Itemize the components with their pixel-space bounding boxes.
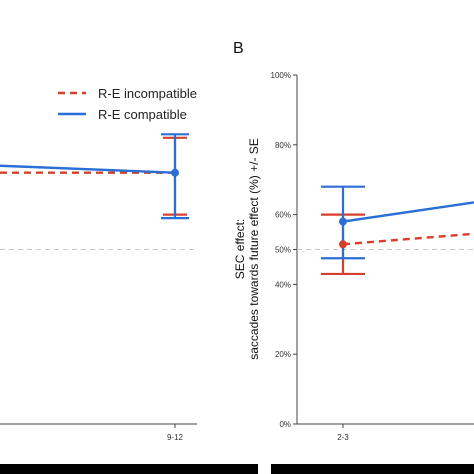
y-tick-label: 50%: [275, 246, 291, 255]
x-tick-label: 2-3: [337, 433, 349, 442]
panel-a: 9-12 R-E incompatible R-E compatible: [0, 86, 197, 442]
legend: R-E incompatible R-E compatible: [58, 86, 197, 122]
footer-bar-right: [271, 464, 474, 474]
y-tick-label: 80%: [275, 141, 291, 150]
y-tick-label: 100%: [271, 71, 291, 80]
series-line-r-e-incompatible: [342, 232, 474, 246]
legend-label-compatible: R-E compatible: [98, 107, 187, 122]
panel-b-y-axis-label: SEC effect: saccades towards future effe…: [233, 138, 261, 360]
panel-a-x-ticks: 9-12: [167, 424, 184, 442]
legend-label-incompatible: R-E incompatible: [98, 86, 197, 101]
panel-b-series: [321, 185, 474, 276]
data-point-r-e-compatible: [339, 217, 347, 226]
panel-b-x-ticks: 2-3: [337, 424, 349, 442]
y-tick-label: 40%: [275, 280, 291, 289]
y-tick-label: 60%: [275, 211, 291, 220]
data-point-r-e-incompatible: [339, 240, 347, 249]
panel-b-label: B: [233, 40, 244, 57]
footer-bar-left: [0, 464, 258, 474]
series-line-r-e-compatible: [0, 164, 176, 174]
data-point-r-e-compatible: [171, 168, 179, 177]
y-axis-label-line-2: saccades towards future effect (%) +/- S…: [247, 138, 261, 360]
y-tick-label: 0%: [279, 420, 291, 429]
y-tick-label: 20%: [275, 350, 291, 359]
series-line-r-e-compatible: [342, 201, 474, 223]
panel-b: B SEC effect: saccades towards future ef…: [233, 40, 474, 442]
panel-a-series: [0, 133, 189, 220]
x-tick-label: 9-12: [167, 433, 184, 442]
panel-b-y-ticks: 0% 20% 40% 50% 60% 80% 100%: [271, 71, 297, 429]
y-axis-label-line-1: SEC effect:: [233, 219, 247, 279]
